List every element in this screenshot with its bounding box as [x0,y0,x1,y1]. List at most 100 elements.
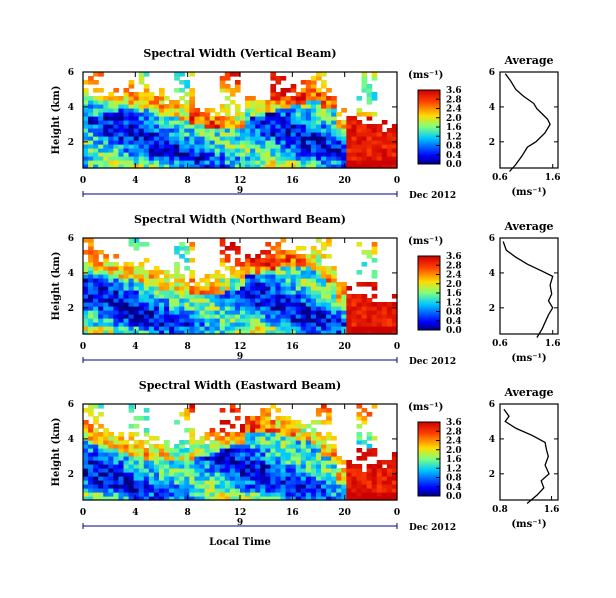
average-x-tick-label: 1.6 [544,505,560,515]
x-tick-label: 8 [185,176,191,186]
y-axis-label: Height (km) [51,252,62,321]
panel-2: Spectral Width (Northward Beam) 2 4 6 Height… [51,213,561,367]
colorbar-tick-label: 2.0 [446,446,462,456]
heatmap-field [83,238,398,335]
average-x-tick-label: 1.6 [545,173,561,183]
average-frame [499,71,559,169]
y-axis-label: Height (km) [51,418,62,487]
y-axis-label: Height (km) [51,86,62,155]
average-frame [499,403,559,501]
average-profile-line [503,408,550,504]
colorbar-tick-label: 3.6 [446,86,462,96]
average-y-tick-label: 4 [489,269,495,279]
x-tick-label: 20 [338,508,351,518]
colorbar-tick-label: 3.6 [446,252,462,262]
x-tick-label: 12 [234,508,247,518]
panel-title: Spectral Width (Vertical Beam) [143,47,336,60]
average-x-tick-label: 1.6 [545,339,561,349]
average-profile-line [504,73,551,172]
average-y-tick-label: 6 [489,400,495,410]
colorbar-tick-label: 0.8 [446,308,462,318]
y-tick-label: 2 [68,138,74,148]
colorbar-tick-label: 1.6 [446,455,462,465]
average-y-tick-label: 6 [489,234,495,244]
average-x-tick-label: 0.8 [492,505,508,515]
colorbar-tick-label: 0.4 [446,151,462,161]
average-title: Average [503,220,553,233]
x-tick-label: 0 [80,342,86,352]
average-y-tick-label: 2 [489,138,495,148]
average-y-tick-label: 6 [489,68,495,78]
date-label: Dec 2012 [409,191,456,201]
colorbar-tick-label: 0.0 [446,160,462,170]
colorbar-tick-label: 2.0 [446,280,462,290]
x-tick-label: 20 [338,342,351,352]
average-y-tick-label: 2 [489,470,495,480]
colorbar-label: (ms⁻¹) [408,402,443,413]
colorbar-tick-label: 2.4 [446,437,462,447]
x-tick-label: 4 [132,176,138,186]
x-tick-label: 8 [185,342,191,352]
x-tick-label: 0 [394,508,400,518]
x-tick-label: 12 [234,176,247,186]
colorbar-tick-label: 2.8 [446,95,462,105]
colorbar-tick-label: 1.2 [446,132,462,142]
average-title: Average [503,54,553,67]
average-y-tick-label: 2 [489,304,495,314]
colorbar-label: (ms⁻¹) [408,70,443,81]
x-tick-label: 12 [234,342,247,352]
x-tick-label: 0 [80,176,86,186]
panel-title: Spectral Width (Eastward Beam) [139,379,341,392]
y-tick-label: 6 [68,400,74,410]
colorbar-tick-label: 2.8 [446,427,462,437]
colorbar-tick-label: 0.8 [446,474,462,484]
colorbar-tick-label: 2.8 [446,261,462,271]
y-tick-label: 4 [68,435,74,445]
colorbar-tick-label: 0.0 [446,326,462,336]
date-marker: 9 [237,352,243,362]
average-x-label: (ms⁻¹) [511,353,546,364]
heatmap-field [83,72,398,169]
average-x-label: (ms⁻¹) [511,187,546,198]
y-tick-label: 2 [68,470,74,480]
average-x-label: (ms⁻¹) [511,519,546,530]
colorbar-tick-label: 1.6 [446,289,462,299]
x-tick-label: 0 [394,176,400,186]
x-tick-label: 16 [286,508,299,518]
heatmap-field [83,404,398,501]
average-y-tick-label: 4 [489,103,495,113]
colorbar-tick-label: 0.4 [446,483,462,493]
colorbar-tick-label: 0.8 [446,142,462,152]
colorbar-tick-label: 1.2 [446,298,462,308]
x-tick-label: 20 [338,176,351,186]
panel-3: Spectral Width (Eastward Beam) 2 4 6 Height … [51,379,559,548]
average-title: Average [503,386,553,399]
x-tick-label: 0 [80,508,86,518]
y-tick-label: 4 [68,269,74,279]
average-y-tick-label: 4 [489,435,495,445]
x-tick-label: 4 [132,508,138,518]
y-tick-label: 2 [68,304,74,314]
x-tick-label: 16 [286,342,299,352]
average-x-tick-label: 0.6 [492,173,508,183]
average-frame [499,237,559,335]
colorbar-tick-label: 3.6 [446,418,462,428]
colorbar-tick-label: 1.2 [446,464,462,474]
x-tick-label: 16 [286,176,299,186]
colorbar-tick-label: 2.0 [446,114,462,124]
x-axis-label: Local Time [209,537,271,548]
colorbar-tick-label: 0.0 [446,492,462,502]
colorbar-label: (ms⁻¹) [408,236,443,247]
x-tick-label: 4 [132,342,138,352]
x-tick-label: 0 [394,342,400,352]
average-x-tick-label: 0.6 [492,339,508,349]
colorbar-tick-label: 2.4 [446,271,462,281]
colorbar-tick-label: 0.4 [446,317,462,327]
y-tick-label: 4 [68,103,74,113]
y-tick-label: 6 [68,234,74,244]
date-marker: 9 [237,186,243,196]
date-label: Dec 2012 [409,523,456,533]
colorbar-tick-label: 2.4 [446,105,462,115]
date-marker: 9 [237,518,243,528]
